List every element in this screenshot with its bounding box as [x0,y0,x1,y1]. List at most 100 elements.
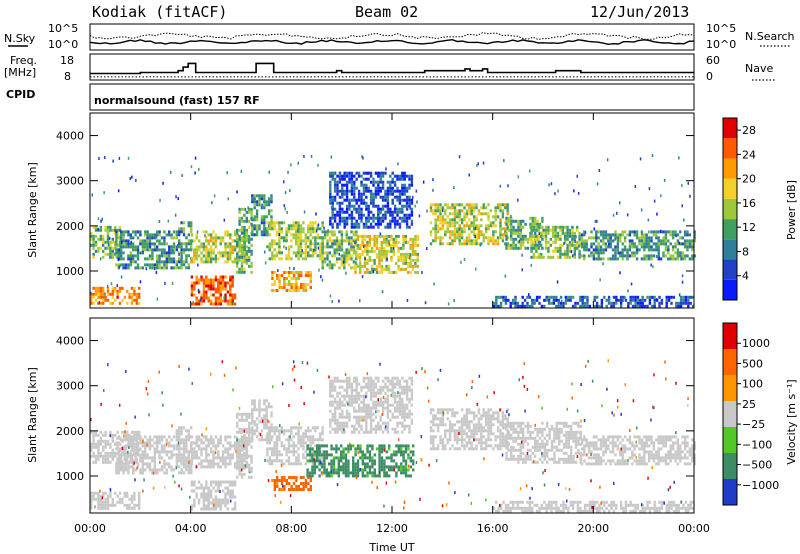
echo-cell [341,412,344,416]
echo-cell [187,471,190,475]
echo-cell [510,219,513,223]
echo-cell [90,301,93,305]
echo-cell [357,198,361,202]
echo-cell [344,447,348,451]
echo-speckle [97,227,99,231]
echo-cell [686,245,689,249]
echo-cell [135,503,138,507]
echo-cell [231,492,234,496]
echo-speckle [118,156,121,160]
echo-cell [292,271,296,274]
echo-cell [460,233,464,237]
echo-cell [168,462,171,466]
echo-cell [559,304,563,308]
echo-cell [439,206,442,210]
echo-cell [280,251,283,255]
echo-speckle [614,237,616,241]
echo-cell [219,498,222,502]
echo-speckle [474,226,477,230]
echo-cell [180,462,183,466]
echo-cell [245,245,249,249]
echo-cell [355,230,358,234]
echo-cell [499,206,502,210]
echo-cell [212,284,215,288]
echo-cell [280,488,284,491]
echo-cell [568,234,572,238]
echo-cell [338,219,342,223]
echo-speckle [236,190,238,194]
echo-speckle [477,162,479,166]
echo-cell [387,249,391,253]
echo-cell [304,435,307,439]
echo-cell [335,257,339,261]
echo-cell [129,254,132,258]
echo-cell [402,453,405,457]
echo-cell [92,246,95,250]
echo-cell [373,243,376,247]
echo-cell [193,489,196,493]
echo-cell [243,228,246,232]
echo-speckle [355,261,357,265]
echo-cell [472,215,476,219]
echo-cell [253,405,256,409]
echo-cell [333,248,336,252]
echo-cell [185,444,188,448]
echo-cell [365,177,368,181]
echo-cell [138,286,141,290]
echo-cell [316,456,319,460]
echo-cell [335,251,339,255]
echo-cell [410,210,414,214]
echo-cell [135,292,138,296]
echo-cell [106,451,110,455]
echo-cell [233,462,237,466]
cpid-value: normalsound (fast) 157 RF [94,94,260,107]
echo-cell [135,301,138,305]
echo-cell [340,260,344,264]
echo-cell [120,257,123,261]
echo-cell [434,239,437,243]
echo-cell [480,206,483,210]
echo-speckle [556,280,559,284]
echo-cell [121,497,124,501]
echo-cell [353,198,356,202]
echo-cell [122,447,125,451]
echo-cell [290,450,293,454]
echo-cell [385,255,388,259]
echo-speckle [557,189,559,193]
echo-cell [111,457,114,461]
echo-cell [240,463,244,467]
echo-cell [505,219,508,223]
echo-cell [631,239,634,243]
echo-cell [333,412,337,416]
echo-cell [295,456,298,460]
echo-cell [652,233,656,237]
echo-cell [190,290,194,294]
echo-cell [102,286,105,290]
echo-cell [299,230,303,234]
echo-cell [494,206,497,210]
echo-cell [407,453,410,457]
echo-cell [326,254,329,258]
echo-cell [217,281,220,285]
echo-cell [267,420,271,424]
echo-cell [212,230,215,234]
echo-cell [240,267,244,271]
echo-cell [592,236,596,240]
echo-cell [671,248,675,252]
echo-cell [389,189,392,193]
echo-cell [271,271,274,274]
echo-cell [163,263,166,267]
echo-cell [693,239,696,243]
echo-speckle [331,300,333,304]
echo-cell [391,192,394,196]
echo-cell [97,246,100,250]
echo-cell [676,239,680,243]
echo-cell [386,210,390,214]
echo-cell [554,246,557,250]
echo-cell [345,421,349,425]
echo-cell [348,180,351,184]
echo-cell [580,245,584,249]
echo-cell [160,242,164,246]
echo-cell [207,489,210,493]
